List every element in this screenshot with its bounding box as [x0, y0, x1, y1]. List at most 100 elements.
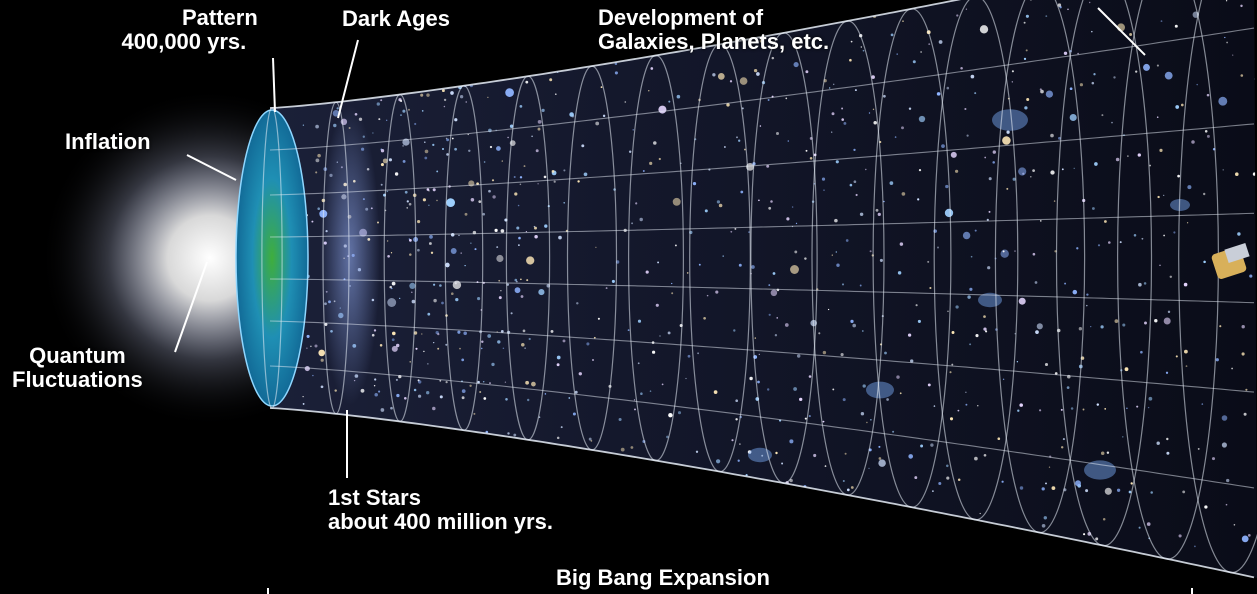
star	[478, 200, 482, 204]
star	[671, 282, 673, 285]
star	[954, 169, 959, 173]
star	[767, 388, 770, 391]
star	[1091, 81, 1095, 85]
star	[1243, 412, 1247, 416]
star	[386, 190, 389, 193]
star	[875, 208, 879, 212]
star	[388, 158, 393, 162]
star	[901, 126, 904, 130]
star	[315, 158, 320, 163]
star	[320, 358, 324, 362]
star	[1070, 407, 1074, 410]
star	[439, 395, 443, 399]
star	[483, 397, 487, 400]
star	[988, 210, 991, 213]
star	[1116, 488, 1121, 492]
star	[936, 92, 941, 96]
star	[1156, 116, 1159, 118]
star	[844, 452, 847, 455]
star	[827, 308, 830, 311]
star	[592, 359, 594, 361]
star	[514, 278, 518, 282]
star	[653, 141, 657, 145]
cmb-pattern-disc	[235, 109, 309, 407]
star	[1177, 174, 1180, 178]
star	[1141, 237, 1144, 240]
star	[868, 112, 871, 114]
star	[526, 256, 535, 265]
star	[965, 403, 968, 406]
star	[695, 450, 699, 453]
star	[1191, 140, 1195, 144]
star	[1204, 505, 1208, 509]
star	[1063, 51, 1068, 55]
star	[446, 138, 450, 142]
star	[852, 323, 856, 328]
star	[317, 153, 321, 158]
grid-line	[269, 278, 1255, 304]
star	[1218, 96, 1228, 106]
star	[437, 347, 440, 350]
star	[757, 380, 760, 384]
star	[1226, 478, 1230, 483]
star	[413, 388, 417, 392]
star	[964, 107, 967, 111]
star	[480, 347, 483, 350]
star	[718, 203, 723, 208]
star	[600, 86, 603, 88]
star	[531, 135, 533, 138]
star	[1138, 526, 1141, 529]
development-line1: Development of	[598, 5, 764, 30]
star	[482, 381, 485, 383]
star	[1154, 319, 1158, 323]
star	[312, 374, 314, 377]
star	[651, 350, 656, 354]
star	[756, 72, 760, 76]
star	[836, 263, 840, 267]
star	[1111, 121, 1113, 124]
star	[918, 115, 926, 123]
star	[831, 254, 833, 256]
star	[1169, 275, 1173, 279]
star	[620, 447, 625, 452]
star	[1100, 325, 1104, 329]
star	[1233, 524, 1236, 526]
star	[632, 129, 634, 131]
star	[637, 362, 640, 365]
quantum-fluctuations-label: Quantum Fluctuations	[12, 344, 143, 392]
star	[496, 146, 501, 151]
star	[441, 89, 445, 93]
star	[459, 347, 461, 350]
star	[409, 253, 412, 256]
star	[949, 417, 954, 421]
star	[767, 99, 770, 101]
star	[861, 330, 864, 332]
star	[1090, 325, 1092, 328]
star	[649, 390, 652, 392]
star	[640, 392, 643, 395]
star	[1018, 297, 1026, 305]
star	[1075, 480, 1081, 487]
star	[534, 235, 538, 239]
star	[1002, 136, 1011, 145]
star	[896, 375, 900, 379]
star	[395, 378, 398, 381]
star	[1062, 438, 1065, 441]
star	[733, 329, 736, 332]
star	[1160, 20, 1163, 22]
star	[860, 412, 865, 416]
star	[992, 161, 995, 164]
satellite-icon	[1211, 242, 1250, 279]
star	[914, 476, 918, 480]
star	[1225, 503, 1228, 506]
star	[436, 199, 438, 202]
star	[1044, 362, 1049, 367]
star	[518, 244, 520, 246]
star	[1025, 14, 1029, 18]
star	[766, 164, 770, 168]
star	[1106, 451, 1110, 454]
star	[739, 443, 741, 445]
star	[1039, 409, 1042, 412]
grid-line	[269, 407, 1255, 579]
